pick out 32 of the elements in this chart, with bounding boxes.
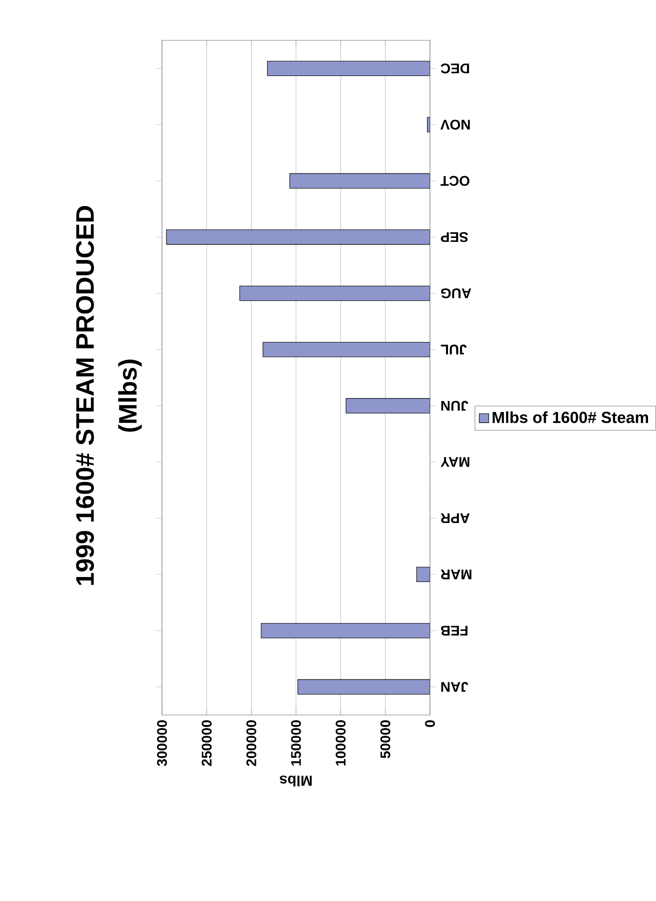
legend-label: Mlbs of 1600# Steam xyxy=(492,411,648,424)
bar xyxy=(267,60,430,76)
y-tick-label: OCT xyxy=(440,176,470,186)
y-tick-label: JUN xyxy=(441,400,468,411)
x-tick-label: 250000 xyxy=(202,720,212,766)
x-axis-title: Mlbs xyxy=(280,776,312,786)
y-tick-label: APR xyxy=(440,513,470,524)
x-tick-label: 300000 xyxy=(157,720,167,766)
bar xyxy=(416,566,430,582)
y-tick-label: SEP xyxy=(440,232,468,242)
y-tick-label: JAN xyxy=(441,682,468,692)
y-tick-label: DEC xyxy=(440,63,470,74)
bar xyxy=(298,679,430,694)
x-tick-label: 200000 xyxy=(246,720,256,766)
y-tick-label: FEB xyxy=(441,626,468,636)
x-tick-label: 100000 xyxy=(336,720,346,766)
y-tick-label: MAR xyxy=(440,570,472,580)
x-tick-label: 150000 xyxy=(291,720,301,766)
bar xyxy=(166,230,430,245)
y-tick-label: JUL xyxy=(440,344,467,354)
text: (Mlbs) xyxy=(118,360,142,432)
bar xyxy=(346,398,430,414)
x-tick-label: 50000 xyxy=(380,720,390,758)
text: 1999 1600# STEAM PRODUCED xyxy=(76,206,94,585)
y-tick-label: MAY xyxy=(440,457,470,467)
bar xyxy=(260,623,430,638)
bar xyxy=(262,342,430,358)
x-tick-label: 0 xyxy=(425,720,435,727)
bar xyxy=(289,173,430,188)
y-tick-label: NOV xyxy=(440,120,470,130)
bar xyxy=(239,286,430,301)
y-tick-label: AUG xyxy=(441,288,472,298)
